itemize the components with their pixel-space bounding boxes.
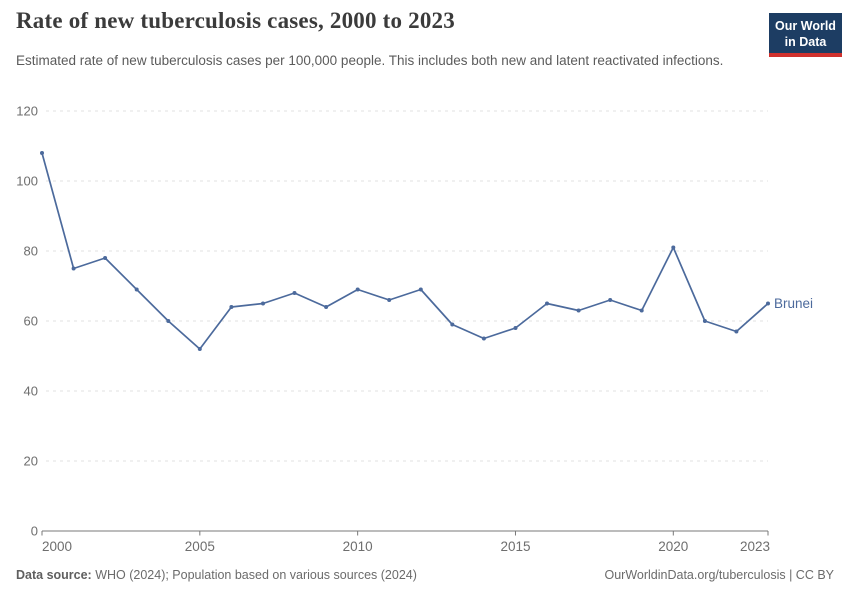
data-point[interactable] bbox=[166, 319, 171, 323]
chart-footer: Data source: WHO (2024); Population base… bbox=[16, 568, 834, 582]
data-point[interactable] bbox=[387, 298, 392, 302]
y-tick-label: 120 bbox=[16, 104, 38, 119]
y-tick-label: 60 bbox=[24, 314, 38, 329]
x-tick-label: 2005 bbox=[185, 539, 215, 554]
data-point[interactable] bbox=[229, 305, 234, 309]
data-point[interactable] bbox=[324, 305, 329, 309]
data-point[interactable] bbox=[292, 291, 297, 295]
chart-subtitle: Estimated rate of new tuberculosis cases… bbox=[16, 53, 724, 68]
x-tick-label: 2000 bbox=[42, 539, 72, 554]
owid-logo-line1: Our World bbox=[775, 19, 836, 33]
y-tick-label: 40 bbox=[24, 384, 38, 399]
data-point[interactable] bbox=[418, 287, 423, 292]
data-point[interactable] bbox=[134, 287, 139, 292]
data-point[interactable] bbox=[639, 308, 644, 313]
data-point[interactable] bbox=[734, 329, 739, 334]
data-point[interactable] bbox=[355, 287, 360, 292]
credit-link[interactable]: OurWorldinData.org/tuberculosis | CC BY bbox=[604, 568, 835, 582]
x-tick-label: 2015 bbox=[500, 539, 530, 554]
owid-logo-line2: in Data bbox=[784, 34, 827, 49]
y-tick-label: 20 bbox=[24, 454, 38, 469]
data-point[interactable] bbox=[71, 266, 76, 271]
data-point[interactable] bbox=[450, 322, 455, 327]
x-tick-label: 2023 bbox=[740, 539, 770, 554]
data-point[interactable] bbox=[702, 319, 707, 323]
y-tick-label: 0 bbox=[31, 524, 38, 539]
page-title: Rate of new tuberculosis cases, 2000 to … bbox=[16, 8, 455, 33]
data-point[interactable] bbox=[197, 347, 202, 351]
data-point[interactable] bbox=[481, 336, 486, 341]
data-source-text: WHO (2024); Population based on various … bbox=[91, 568, 417, 582]
data-point[interactable] bbox=[545, 301, 549, 306]
data-point[interactable] bbox=[576, 308, 581, 313]
series-line[interactable] bbox=[41, 152, 769, 350]
series-end-label[interactable]: Brunei bbox=[774, 296, 813, 311]
owid-logo[interactable]: Our World in Data bbox=[769, 13, 842, 57]
data-point[interactable] bbox=[261, 301, 265, 306]
data-point[interactable] bbox=[513, 326, 518, 330]
data-point[interactable] bbox=[40, 151, 44, 155]
x-tick-label: 2010 bbox=[343, 539, 373, 554]
data-point[interactable] bbox=[671, 245, 676, 250]
data-point[interactable] bbox=[608, 298, 613, 302]
y-tick-label: 80 bbox=[24, 244, 38, 259]
x-tick-label: 2020 bbox=[658, 539, 688, 554]
data-source-label: Data source: bbox=[16, 568, 92, 582]
y-tick-label: 100 bbox=[16, 174, 38, 189]
data-point[interactable] bbox=[766, 301, 770, 306]
data-source-note: Data source: WHO (2024); Population base… bbox=[16, 568, 417, 582]
data-point[interactable] bbox=[103, 256, 108, 260]
